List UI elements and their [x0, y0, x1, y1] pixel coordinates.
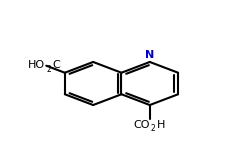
Text: 2: 2 [46, 65, 51, 74]
Text: 2: 2 [150, 124, 154, 133]
Text: HO: HO [28, 60, 45, 70]
Text: H: H [157, 120, 165, 130]
Text: CO: CO [133, 120, 149, 130]
Text: N: N [145, 50, 154, 60]
Text: C: C [52, 60, 60, 70]
